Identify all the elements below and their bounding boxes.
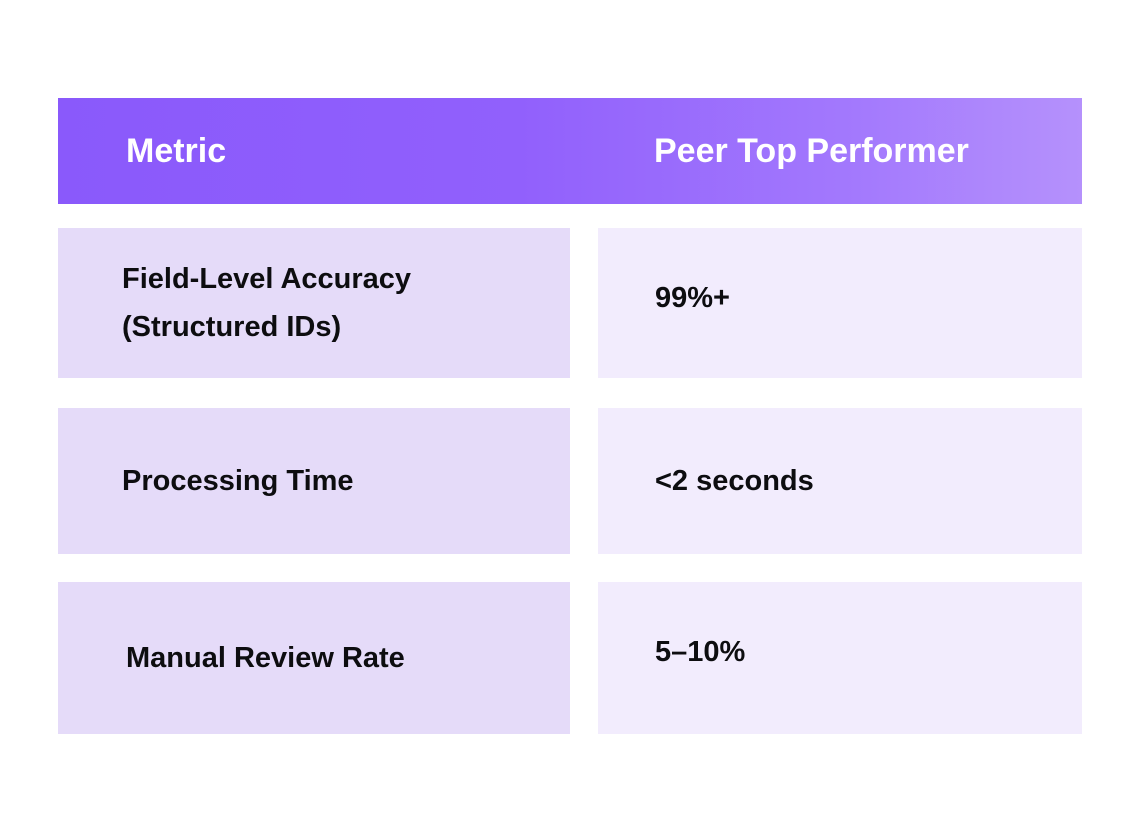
header-peer-top-performer: Peer Top Performer (654, 132, 969, 170)
metric-cell: Manual Review Rate (58, 582, 570, 734)
metric-label-sub: (Structured IDs) (122, 311, 342, 343)
metric-cell: Processing Time (58, 408, 570, 554)
value-cell: 5–10% (598, 582, 1082, 734)
metric-label: Processing Time (122, 465, 354, 497)
value-cell: <2 seconds (598, 408, 1082, 554)
metric-cell: Field-Level Accuracy (Structured IDs) (58, 228, 570, 378)
value-text: 99%+ (655, 282, 730, 314)
value-text: <2 seconds (655, 465, 814, 497)
metric-label: Manual Review Rate (126, 642, 405, 674)
value-text: 5–10% (655, 636, 746, 668)
table-row: Manual Review Rate 5–10% (58, 582, 1082, 734)
metric-label: Field-Level Accuracy (122, 263, 412, 295)
table-row: Processing Time <2 seconds (58, 408, 1082, 554)
value-cell: 99%+ (598, 228, 1082, 378)
header-metric: Metric (126, 132, 227, 170)
table-row: Field-Level Accuracy (Structured IDs) 99… (58, 228, 1082, 378)
comparison-table: Metric Peer Top Performer Field-Level Ac… (58, 98, 1082, 734)
table-header: Metric Peer Top Performer (58, 98, 1082, 204)
